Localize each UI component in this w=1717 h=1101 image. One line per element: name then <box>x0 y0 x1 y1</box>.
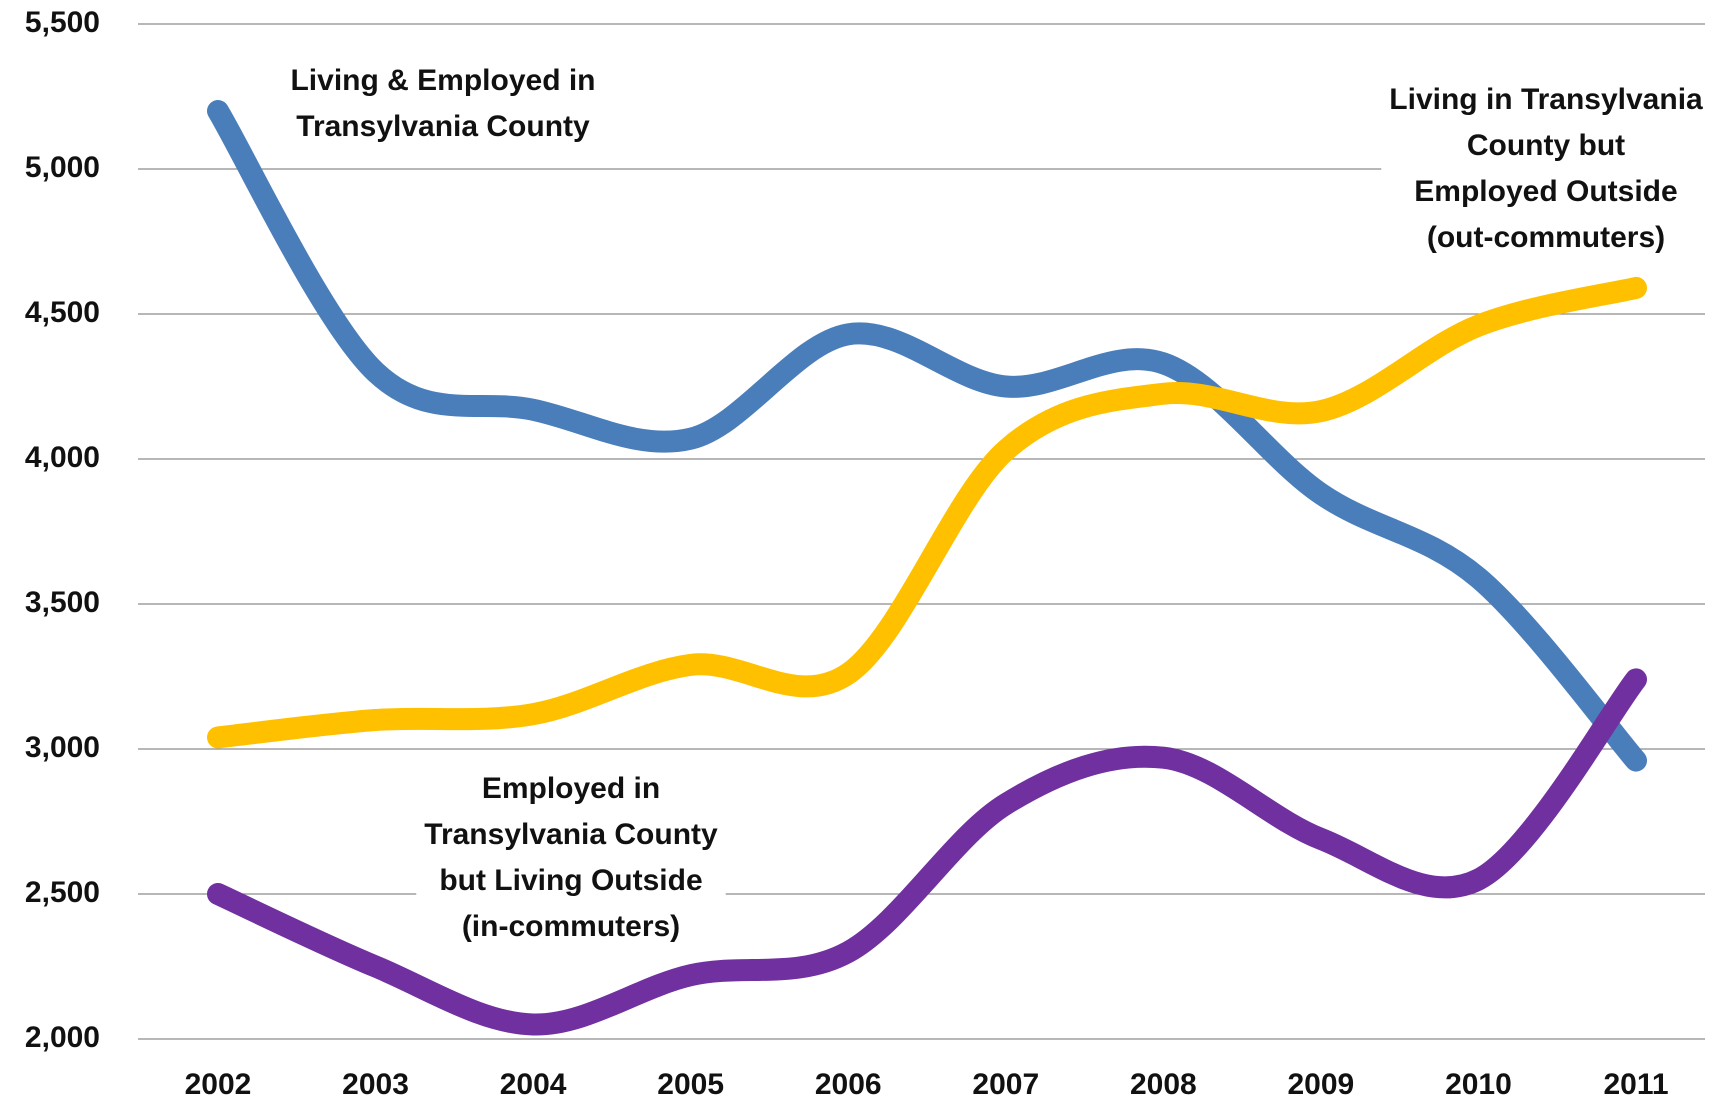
annotation-line: Employed in <box>482 772 660 805</box>
y-tick-label: 4,500 <box>25 296 100 329</box>
x-tick-label: 2002 <box>185 1068 252 1101</box>
y-tick-label: 3,500 <box>25 586 100 619</box>
annotation-line: Transylvania County <box>296 110 590 143</box>
y-tick-label: 2,500 <box>25 876 100 909</box>
y-tick-label: 4,000 <box>25 441 100 474</box>
annotation-bg <box>282 59 604 151</box>
annotation-line: (in-commuters) <box>462 910 680 943</box>
series-line <box>207 100 1647 772</box>
y-tick-label: 2,000 <box>25 1021 100 1054</box>
annotation-line: Employed Outside <box>1414 175 1677 208</box>
annotation-line: Transylvania County <box>424 818 718 851</box>
x-tick-label: 2011 <box>1603 1068 1668 1101</box>
series-line <box>207 668 1647 1036</box>
annotation-line: Living in Transylvania <box>1389 83 1703 116</box>
annotation: Living & Employed in Transylvania County <box>282 59 604 151</box>
annotation-bg <box>416 767 726 951</box>
annotation-line: Living & Employed in <box>290 64 595 97</box>
x-tick-label: 2007 <box>972 1068 1039 1101</box>
annotation: Employed in Transylvania County but Living… <box>416 767 726 951</box>
series-line <box>207 276 1647 749</box>
x-tick-label: 2008 <box>1130 1068 1197 1101</box>
x-tick-label: 2005 <box>657 1068 724 1101</box>
annotation-line: (out-commuters) <box>1427 221 1665 254</box>
y-tick-label: 5,000 <box>25 151 100 184</box>
x-tick-label: 2006 <box>815 1068 882 1101</box>
x-tick-label: 2003 <box>342 1068 409 1101</box>
x-tick-label: 2009 <box>1288 1068 1355 1101</box>
annotation: Living in Transylvania County but Employed… <box>1381 78 1711 262</box>
annotation-line: but Living Outside <box>439 864 702 897</box>
annotation-bg <box>1381 78 1711 262</box>
y-tick-label: 3,000 <box>25 731 100 764</box>
annotation-line: County but <box>1467 129 1625 162</box>
x-tick-label: 2004 <box>500 1068 567 1101</box>
x-tick-label: 2010 <box>1445 1068 1512 1101</box>
y-tick-label: 5,500 <box>25 6 100 39</box>
